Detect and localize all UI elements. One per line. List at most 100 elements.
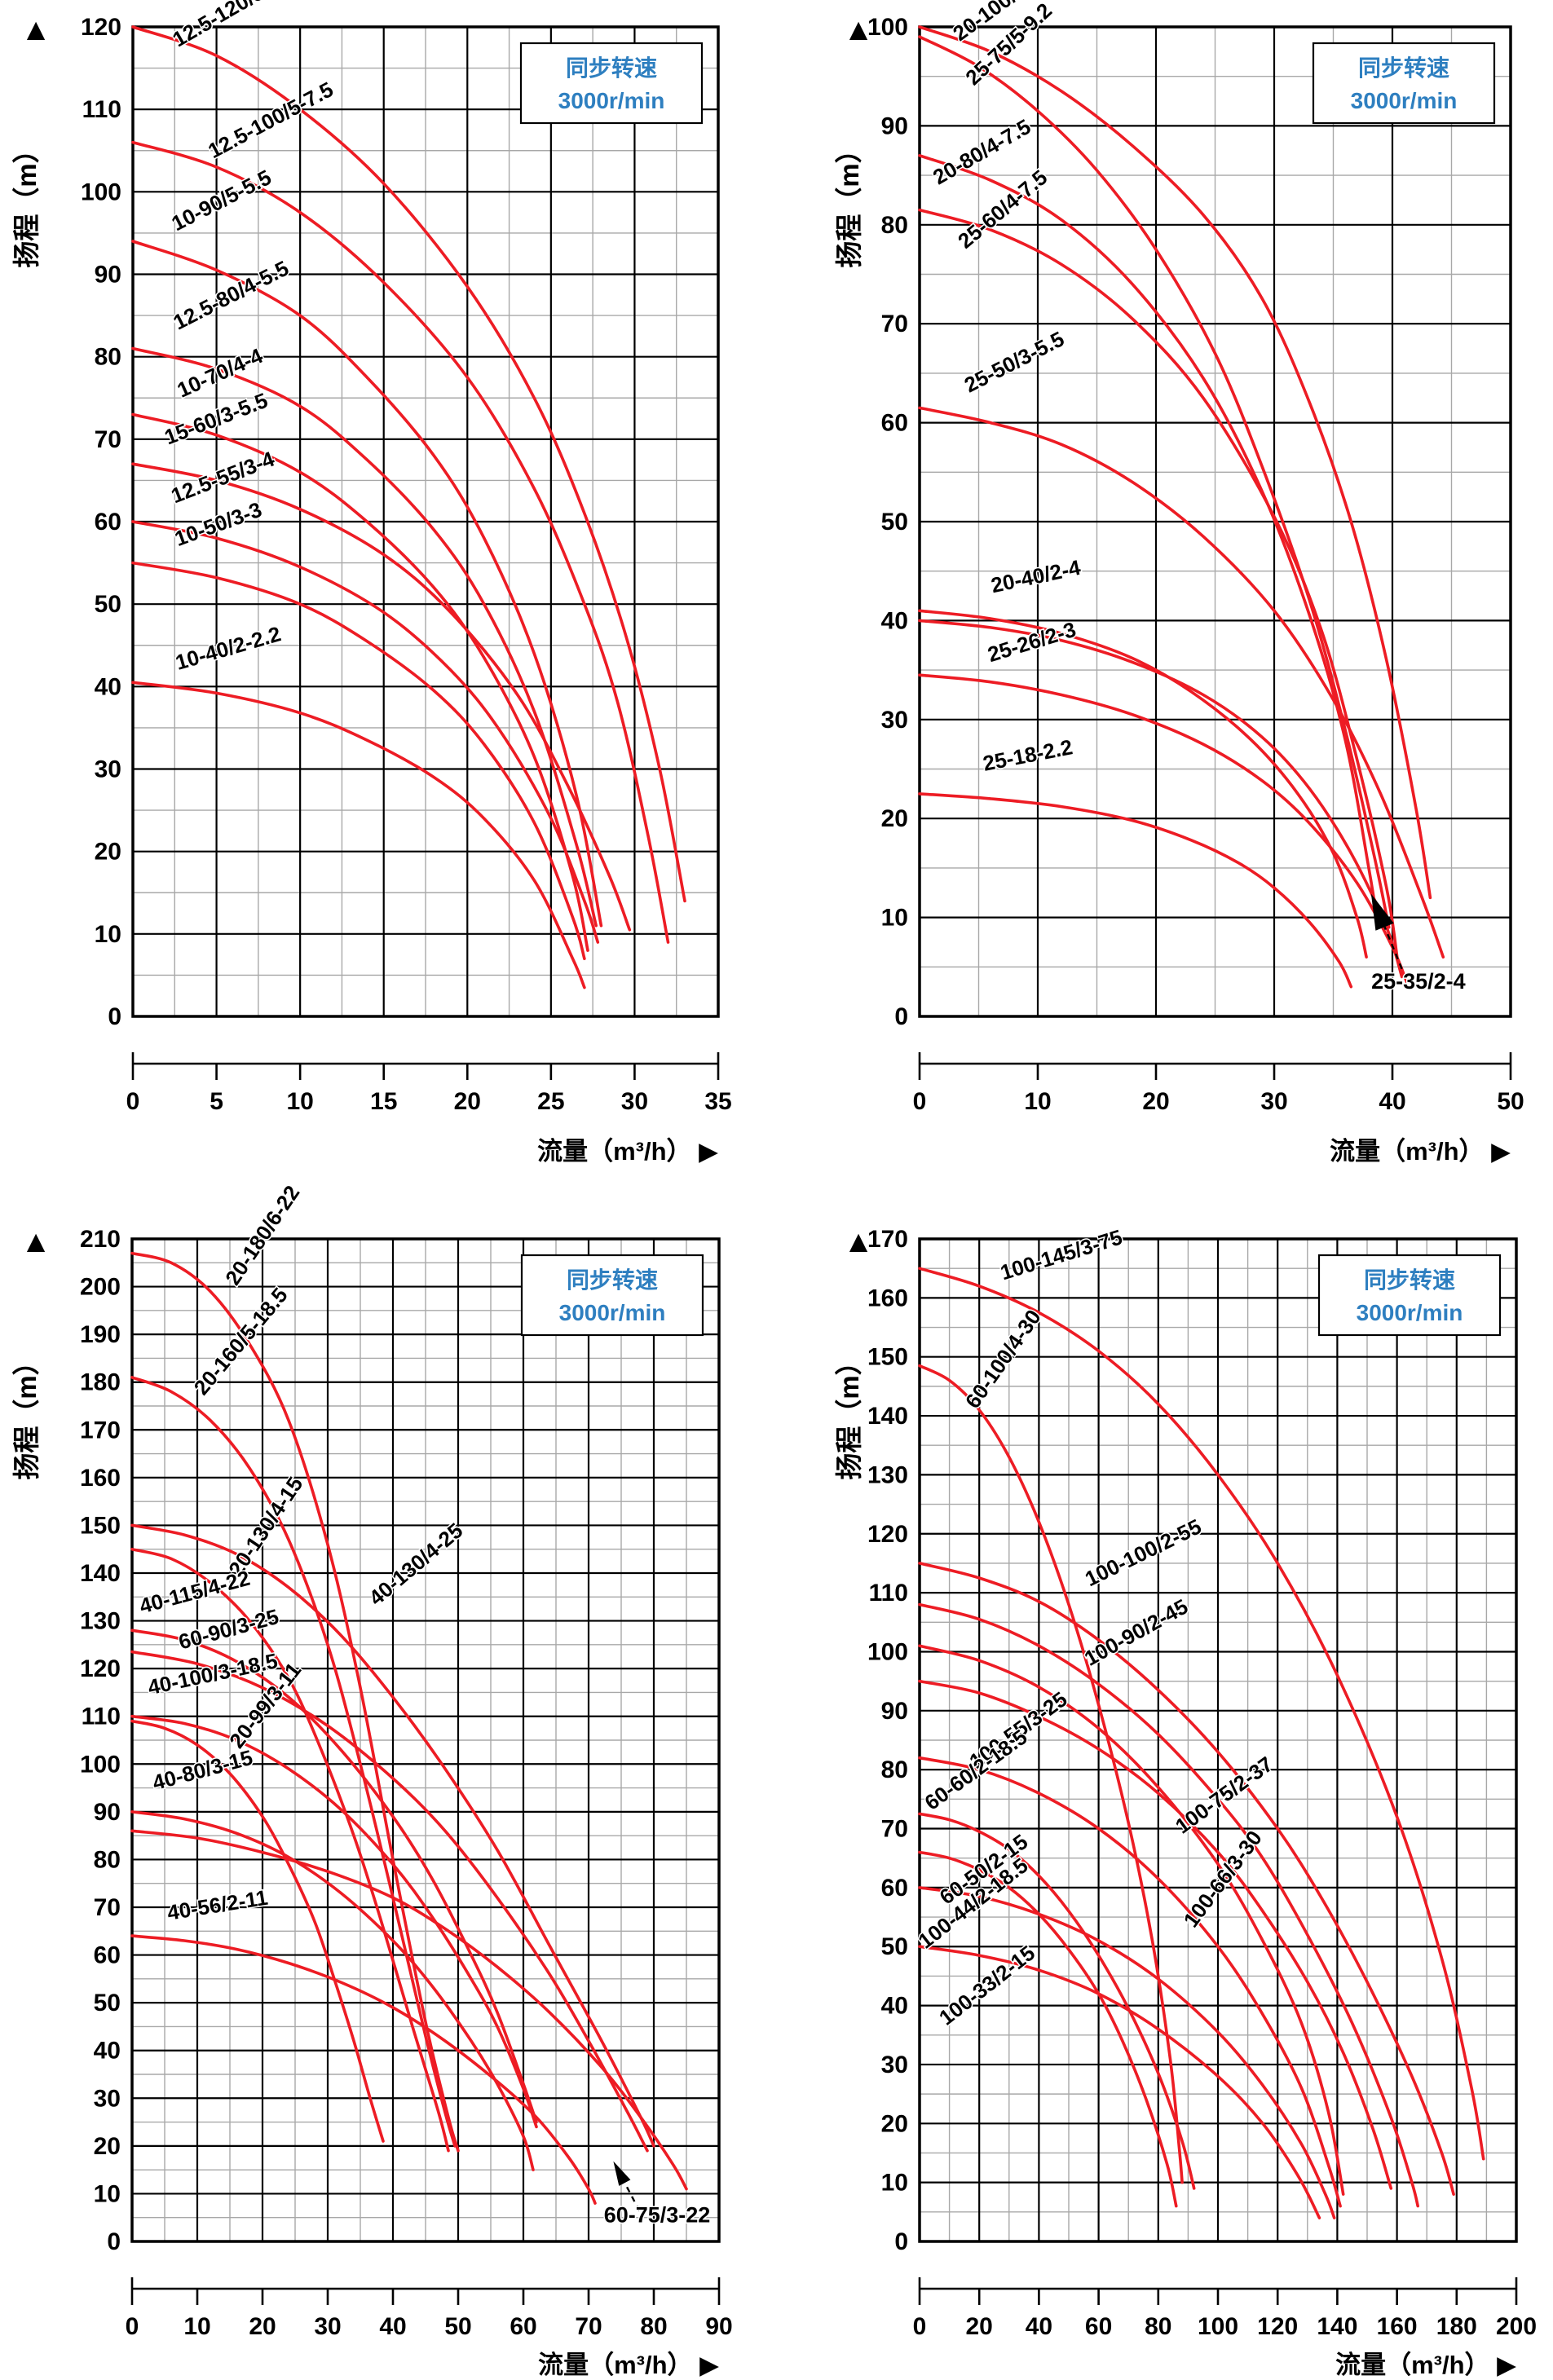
x-axis-bracket [918, 1052, 1512, 1080]
y-tick-label: 170 [80, 1417, 121, 1443]
y-tick-label: 10 [95, 921, 121, 948]
y-tick-label: 50 [95, 591, 121, 618]
pump-curve-25-26-2-3 [918, 673, 1409, 984]
speed-note-line1: 同步转速 [1358, 55, 1449, 81]
x-tick-label: 25 [537, 1088, 564, 1115]
pump-curve-20-100-5-9.2 [918, 25, 1432, 900]
y-tick-label: 50 [881, 1933, 908, 1960]
y-tick-label: 20 [94, 2133, 121, 2160]
x-axis-title: 流量（m³/h） ▶ [538, 2351, 719, 2379]
pump-curve-12.5-100-5-7.5 [131, 140, 670, 944]
y-tick-label: 120 [867, 1521, 908, 1548]
y-tick-label: 80 [881, 212, 908, 239]
curves-group [131, 25, 686, 989]
y-tick-label: 30 [95, 756, 121, 783]
y-tick-label: 40 [95, 673, 121, 700]
chart-bottom-left: 20-180/6-22 20-160/5-18.5 20-130/4-15 40-13… [0, 1179, 776, 2380]
chart-top-left: 12.5-120/5-9.2 12.5-100/5-7.5 10-90/5-5.5 1… [0, 0, 776, 1190]
pump-curve-20-99-3-11 [130, 1719, 385, 2143]
y-tick-label: 40 [881, 607, 908, 634]
y-tick-label: 70 [94, 1894, 121, 1921]
x-tick-label: 10 [286, 1088, 313, 1115]
x-tick-label: 60 [1085, 2313, 1112, 2340]
pump-curve-100-75-2-37 [918, 1679, 1393, 2190]
x-tick-label: 180 [1436, 2313, 1477, 2340]
speed-note-box: 同步转速 3000r/min [519, 42, 704, 125]
y-axis-title: 扬程（m） [834, 136, 864, 267]
y-tick-label: 70 [95, 426, 121, 453]
y-tick-label: 20 [95, 839, 121, 866]
y-axis-arrow-icon: ▲ [20, 1225, 51, 1259]
pump-curve-60-90-3-25 [130, 1650, 649, 2153]
chart-canvas-top-left: 12.5-120/5-9.212.5-100/5-7.510-90/5-5.51… [11, 0, 732, 1166]
x-tick-label: 140 [1317, 2313, 1357, 2340]
x-tick-label: 20 [249, 2313, 276, 2340]
speed-note-line2: 3000r/min [1351, 88, 1458, 113]
speed-note-box: 同步转速 3000r/min [520, 1254, 704, 1337]
y-tick-label: 0 [894, 1003, 908, 1030]
y-tick-label: 140 [867, 1403, 908, 1430]
chart-canvas-top-right: 20-100/5-9.225-75/5-9.220-80/4-7.525-60/… [834, 0, 1524, 1166]
curves-group [130, 1251, 688, 2205]
curves-group [918, 25, 1445, 989]
pump-curve-20-130-4-15 [130, 1547, 450, 2153]
pump-curve-60-100-4-30 [918, 1364, 1184, 2184]
y-tick-label: 40 [94, 2038, 121, 2065]
y-tick-label: 110 [869, 1580, 908, 1606]
pump-curve-12.5-120-5-9.2 [131, 25, 686, 903]
x-tick-label: 15 [370, 1088, 397, 1115]
y-tick-label: 60 [94, 1942, 121, 1969]
pump-curve-40-100-3-18.5 [130, 1714, 538, 2129]
y-tick-label: 30 [94, 2085, 121, 2112]
y-tick-label: 30 [881, 707, 908, 734]
y-tick-label: 10 [881, 905, 908, 932]
y-tick-label: 20 [881, 805, 908, 832]
curve-label: 25-50/3-5.5 [960, 326, 1068, 397]
y-tick-label: 100 [81, 178, 121, 205]
pump-curve-100-90-2-45 [918, 1602, 1419, 2208]
pump-curve-12.5-55-3-4 [131, 520, 600, 944]
speed-note-line1: 同步转速 [1364, 1267, 1455, 1293]
y-tick-label: 170 [867, 1226, 908, 1253]
pump-curve-40-115-4-22 [130, 1629, 538, 2124]
y-tick-label: 90 [94, 1799, 121, 1826]
curve-label: 10-50/3-3 [171, 497, 265, 551]
y-tick-label: 100 [80, 1751, 121, 1778]
x-axis-title: 流量（m³/h） ▶ [1335, 2351, 1516, 2379]
y-tick-label: 90 [881, 112, 908, 139]
x-tick-label: 10 [1024, 1088, 1051, 1115]
pump-curve-10-40-2-2.2 [131, 681, 586, 989]
curve-label: 60-90/3-25 [176, 1604, 281, 1655]
x-axis-bracket [130, 2277, 721, 2305]
curve-label: 12.5-55/3-4 [168, 446, 278, 508]
curve-label: 40-56/2-11 [165, 1885, 269, 1925]
pump-curve-60-75-3-22 [130, 1829, 688, 2191]
x-tick-label: 40 [379, 2313, 406, 2340]
y-tick-label: 80 [95, 344, 121, 371]
chart-canvas-bottom-right: 100-145/3-75 60-100/4-30 100-100/2-55100-9… [834, 1223, 1537, 2379]
curve-label: 25-18-2.2 [981, 734, 1074, 776]
speed-note-line1: 同步转速 [566, 55, 657, 81]
y-tick-label: 160 [867, 1285, 908, 1311]
pump-curve-100-66-3-30 [918, 1644, 1345, 2196]
x-tick-label: 10 [183, 2313, 210, 2340]
pump-curve-100-33-2-15 [918, 1945, 1321, 2219]
curve-label: 100-145/3-75 [997, 1224, 1125, 1285]
y-tick-label: 180 [80, 1369, 121, 1396]
pump-curve-40-130-4-25 [130, 1523, 655, 2148]
y-tick-label: 0 [107, 2228, 121, 2255]
x-tick-label: 90 [705, 2313, 732, 2340]
plot-frame [130, 1237, 721, 2243]
pump-curve-100-100-2-55 [918, 1562, 1455, 2196]
pump-curve-60-60-2-18.5 [918, 1812, 1196, 2190]
x-axis-bracket [131, 1052, 720, 1080]
curve-label: 25-26/2-3 [985, 617, 1079, 667]
y-tick-label: 120 [81, 14, 121, 41]
y-tick-label: 50 [94, 1990, 121, 2016]
y-tick-label: 150 [867, 1344, 908, 1371]
speed-note-line2: 3000r/min [1357, 1300, 1463, 1325]
y-tick-label: 210 [80, 1226, 121, 1253]
y-tick-label: 190 [80, 1321, 121, 1348]
y-tick-label: 30 [881, 2052, 908, 2078]
